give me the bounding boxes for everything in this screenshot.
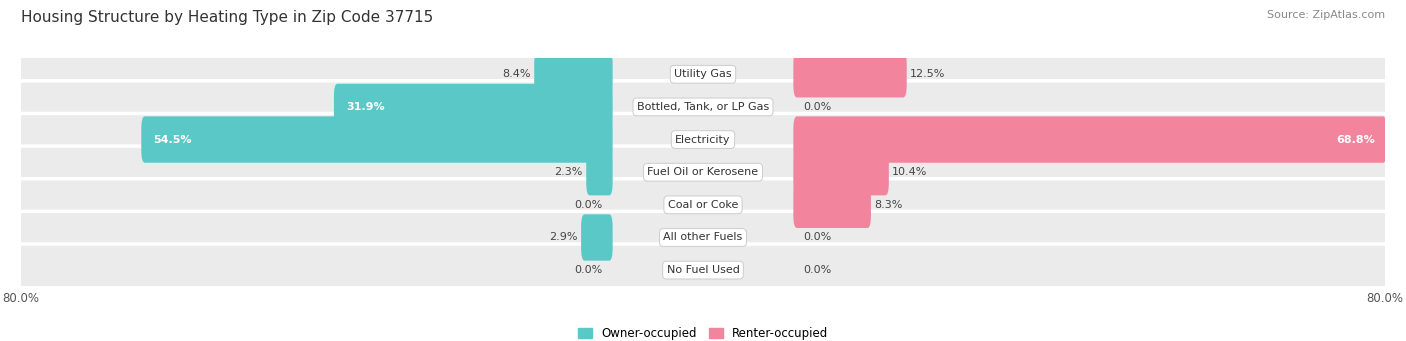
FancyBboxPatch shape: [18, 146, 1388, 198]
FancyBboxPatch shape: [793, 149, 889, 195]
FancyBboxPatch shape: [581, 214, 613, 261]
FancyBboxPatch shape: [18, 81, 1388, 133]
Text: 8.3%: 8.3%: [875, 200, 903, 210]
FancyBboxPatch shape: [586, 149, 613, 195]
Text: 10.4%: 10.4%: [893, 167, 928, 177]
FancyBboxPatch shape: [793, 116, 1386, 163]
Text: 12.5%: 12.5%: [910, 69, 945, 79]
Text: Coal or Coke: Coal or Coke: [668, 200, 738, 210]
Text: Bottled, Tank, or LP Gas: Bottled, Tank, or LP Gas: [637, 102, 769, 112]
Text: 8.4%: 8.4%: [502, 69, 531, 79]
Text: 0.0%: 0.0%: [804, 233, 832, 242]
Text: 2.3%: 2.3%: [554, 167, 583, 177]
FancyBboxPatch shape: [793, 182, 870, 228]
FancyBboxPatch shape: [18, 211, 1388, 264]
Text: All other Fuels: All other Fuels: [664, 233, 742, 242]
Text: 2.9%: 2.9%: [550, 233, 578, 242]
Text: Fuel Oil or Kerosene: Fuel Oil or Kerosene: [647, 167, 759, 177]
Legend: Owner-occupied, Renter-occupied: Owner-occupied, Renter-occupied: [572, 322, 834, 341]
Text: 0.0%: 0.0%: [804, 102, 832, 112]
FancyBboxPatch shape: [18, 48, 1388, 100]
Text: Housing Structure by Heating Type in Zip Code 37715: Housing Structure by Heating Type in Zip…: [21, 10, 433, 25]
FancyBboxPatch shape: [534, 51, 613, 98]
Text: No Fuel Used: No Fuel Used: [666, 265, 740, 275]
FancyBboxPatch shape: [793, 51, 907, 98]
Text: 0.0%: 0.0%: [804, 265, 832, 275]
Text: 0.0%: 0.0%: [574, 265, 602, 275]
FancyBboxPatch shape: [333, 84, 613, 130]
Text: 54.5%: 54.5%: [153, 135, 191, 145]
FancyBboxPatch shape: [141, 116, 613, 163]
Text: Source: ZipAtlas.com: Source: ZipAtlas.com: [1267, 10, 1385, 20]
Text: 31.9%: 31.9%: [346, 102, 384, 112]
Text: 68.8%: 68.8%: [1336, 135, 1375, 145]
Text: Electricity: Electricity: [675, 135, 731, 145]
FancyBboxPatch shape: [18, 179, 1388, 231]
Text: Utility Gas: Utility Gas: [675, 69, 731, 79]
FancyBboxPatch shape: [18, 114, 1388, 166]
FancyBboxPatch shape: [18, 244, 1388, 296]
Text: 0.0%: 0.0%: [574, 200, 602, 210]
